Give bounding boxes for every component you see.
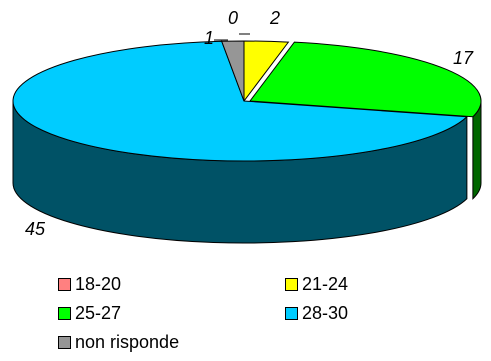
pie-slice-non-risponde xyxy=(220,40,245,102)
pie-chart: 0 2 17 45 1 xyxy=(12,8,482,244)
legend-item-non-risponde: non risponde xyxy=(58,332,179,353)
legend-item-28-30: 28-30 xyxy=(285,303,348,324)
data-label-18-20: 0 xyxy=(228,8,238,28)
legend-label: non risponde xyxy=(75,332,180,352)
legend-label: 21-24 xyxy=(302,274,349,294)
legend-swatch xyxy=(285,278,298,291)
pie-slice-28-30 xyxy=(12,40,469,162)
legend-item-18-20: 18-20 xyxy=(58,274,121,295)
legend-swatch xyxy=(285,307,298,320)
data-label-21-24: 2 xyxy=(269,8,280,28)
legend-item-25-27: 25-27 xyxy=(58,303,121,324)
data-label-25-27: 17 xyxy=(453,48,474,68)
data-label-28-30: 45 xyxy=(25,219,46,239)
legend-label: 28-30 xyxy=(302,303,349,323)
data-labels: 0 2 17 45 1 xyxy=(25,8,474,239)
legend-swatch xyxy=(58,307,71,320)
data-label-non-risponde: 1 xyxy=(204,28,214,48)
pie-slices xyxy=(12,40,482,162)
legend-label: 18-20 xyxy=(75,274,122,294)
legend-label: 25-27 xyxy=(75,303,122,323)
legend-item-21-24: 21-24 xyxy=(285,274,348,295)
legend-swatch xyxy=(58,278,71,291)
pie-slice-25-27 xyxy=(249,41,482,118)
legend-swatch xyxy=(58,336,71,349)
